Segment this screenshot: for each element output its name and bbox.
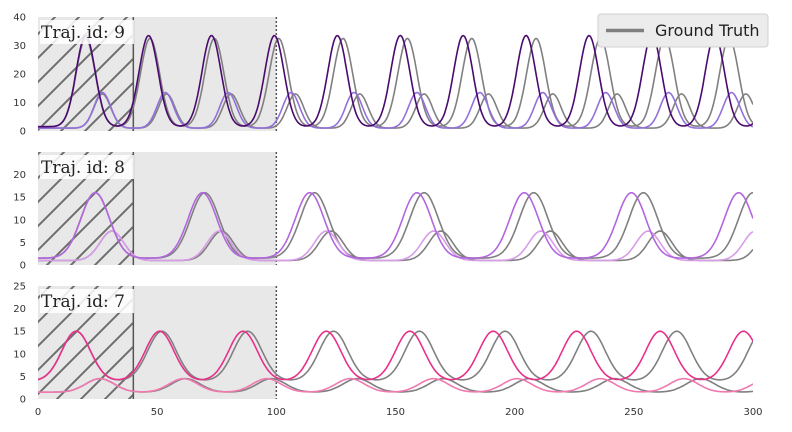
panel-label-box <box>40 155 134 179</box>
y-tick-label: 0 <box>20 395 26 406</box>
y-tick-label: 20 <box>13 70 26 81</box>
y-tick-label: 0 <box>20 261 26 272</box>
y-tick-label: 0 <box>20 127 26 138</box>
series-group <box>38 34 753 129</box>
prediction-predator-line <box>38 230 753 262</box>
ground-truth-predator-line <box>38 93 753 129</box>
ground-truth-prey-line <box>38 330 753 381</box>
y-tick-label: 40 <box>13 13 26 24</box>
x-tick-label: 100 <box>267 407 286 418</box>
legend-box <box>597 13 769 48</box>
panel-2: 0 5 10 15 20 Traj. id: 8 <box>13 152 753 272</box>
y-tick-label: 10 <box>13 349 26 360</box>
prediction-predator-line <box>38 377 753 393</box>
panel-label-box <box>40 289 134 313</box>
x-tick-label: 250 <box>624 407 643 418</box>
series-group <box>38 191 753 262</box>
x-tick-label: 50 <box>151 407 164 418</box>
y-tick-label: 15 <box>13 327 26 338</box>
prediction-prey-line <box>38 191 753 259</box>
panel-label-box <box>40 20 134 44</box>
x-tick-label: 200 <box>505 407 524 418</box>
y-tick-label: 10 <box>13 215 26 226</box>
panel-label: Traj. id: 8 <box>41 158 125 178</box>
panel-label: Traj. id: 7 <box>41 292 125 312</box>
prediction-prey-line <box>38 330 753 381</box>
y-tick-label: 30 <box>13 41 26 52</box>
ground-truth-prey-line <box>38 37 753 128</box>
y-tick-label: 15 <box>13 193 26 204</box>
panel-label: Traj. id: 9 <box>41 23 125 43</box>
legend-label: Ground Truth <box>655 21 760 40</box>
legend: Ground Truth <box>597 13 769 48</box>
prediction-prey-line <box>38 34 753 128</box>
y-tick-label: 25 <box>13 282 26 293</box>
prediction-predator-line <box>38 91 753 129</box>
x-tick-label: 0 <box>35 407 41 418</box>
x-tick-label: 300 <box>743 407 762 418</box>
series-group <box>38 330 753 393</box>
y-tick-label: 5 <box>20 372 26 383</box>
y-tick-label: 20 <box>13 304 26 315</box>
x-tick-label: 150 <box>386 407 405 418</box>
y-tick-label: 10 <box>13 98 26 109</box>
panel-3: 0 5 10 15 20 25 Traj. id: 7 <box>13 282 753 406</box>
panel-1: 0 10 20 30 40 Traj. id: 9 <box>13 13 753 138</box>
y-tick-label: 20 <box>13 170 26 181</box>
y-tick-label: 5 <box>20 238 26 249</box>
x-axis: 0 50 100 150 200 250 300 <box>35 407 763 418</box>
